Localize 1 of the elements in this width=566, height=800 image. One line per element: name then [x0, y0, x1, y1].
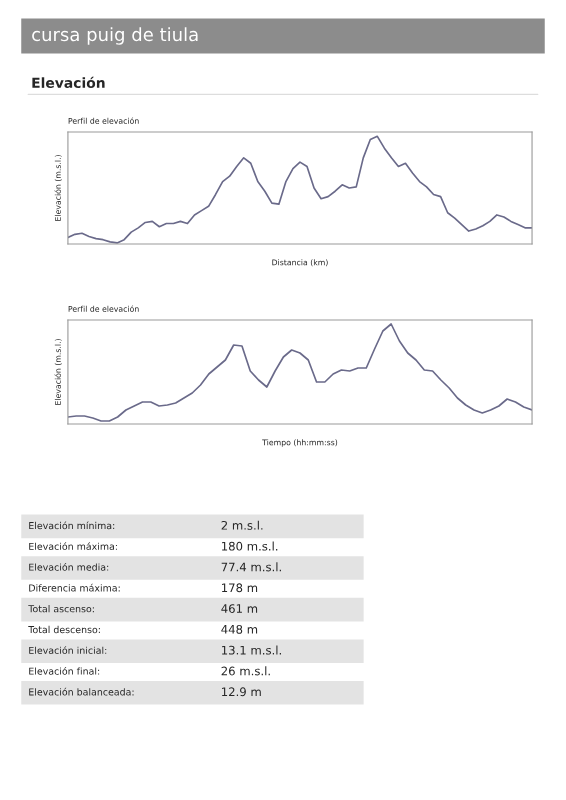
text: cursa puig de tiula — [32, 27, 198, 45]
